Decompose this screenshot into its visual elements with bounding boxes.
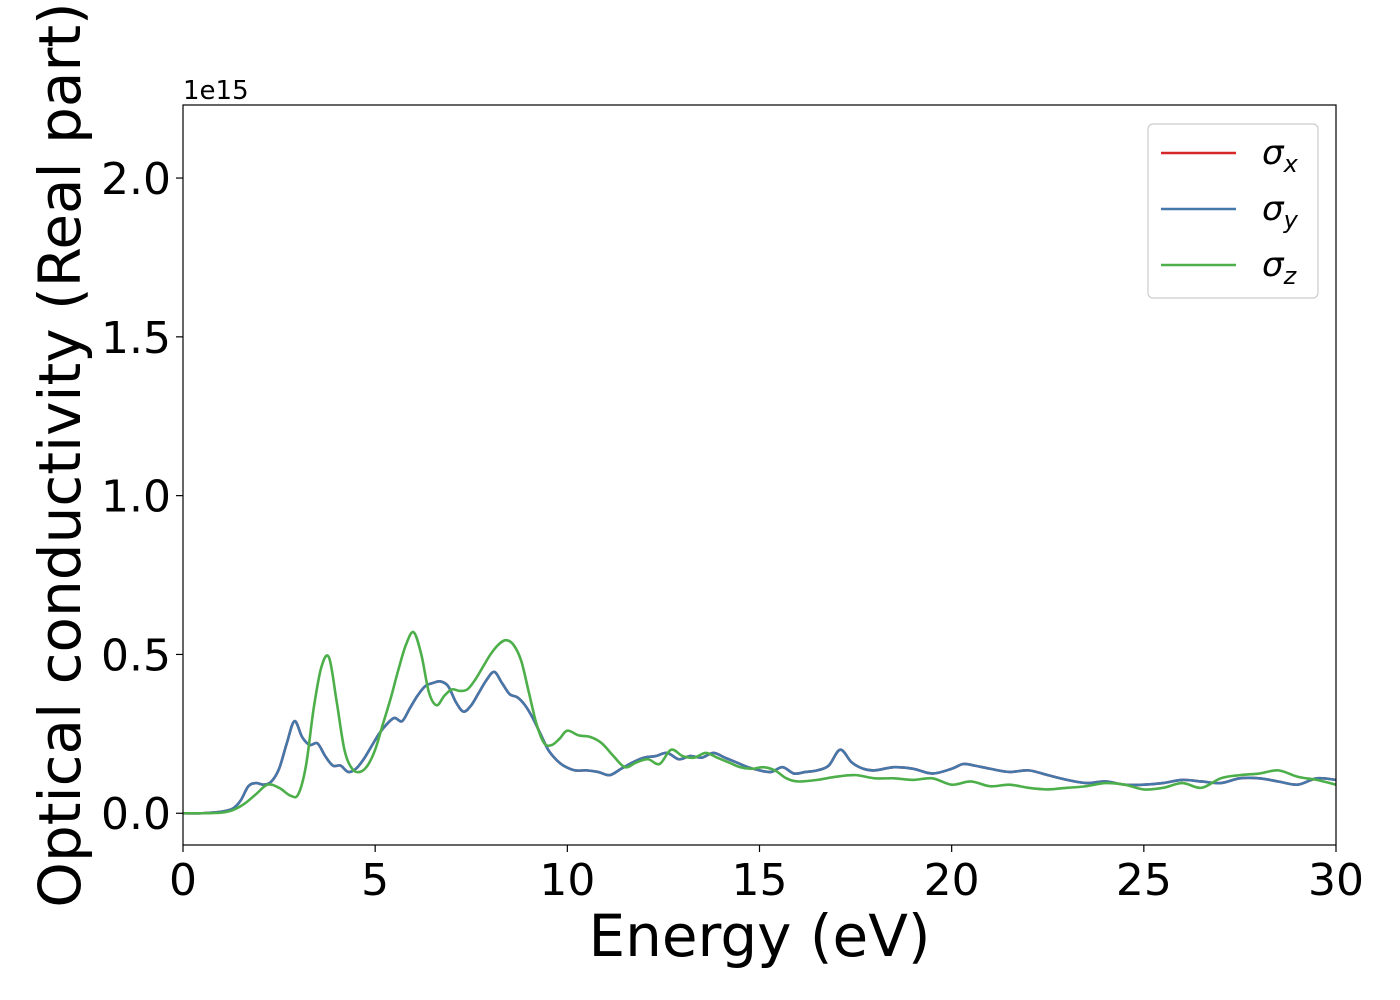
series-line-sigma-y bbox=[183, 670, 1336, 815]
x-axis: 0 5 10 15 20 25 30 bbox=[169, 845, 1364, 906]
y-tick-label: 1.5 bbox=[101, 313, 171, 364]
x-tick-label: 5 bbox=[361, 855, 389, 906]
y-tick-label: 0.0 bbox=[101, 789, 171, 840]
y-tick-label: 1.0 bbox=[101, 472, 171, 523]
x-tick-label: 20 bbox=[924, 855, 980, 906]
y-tick-label: 0.5 bbox=[101, 630, 171, 681]
y-axis-label: Optical conductivity (Real part) bbox=[26, 2, 94, 907]
series-line-sigma-z bbox=[183, 630, 1336, 815]
y-offset-label: 1e15 bbox=[183, 76, 249, 106]
x-tick-label: 10 bbox=[539, 855, 595, 906]
legend-box bbox=[1147, 123, 1319, 299]
x-axis-label: Energy (eV) bbox=[588, 902, 930, 970]
x-tick-label: 0 bbox=[169, 855, 197, 906]
x-tick-label: 25 bbox=[1116, 855, 1172, 906]
y-axis: 0.0 0.5 1.0 1.5 2.0 bbox=[101, 154, 183, 840]
x-tick-label: 15 bbox=[732, 855, 788, 906]
series-line-sigma-x bbox=[183, 670, 1336, 815]
series-layer bbox=[183, 630, 1336, 815]
x-tick-label: 30 bbox=[1308, 855, 1364, 906]
y-tick-label: 2.0 bbox=[101, 154, 171, 205]
